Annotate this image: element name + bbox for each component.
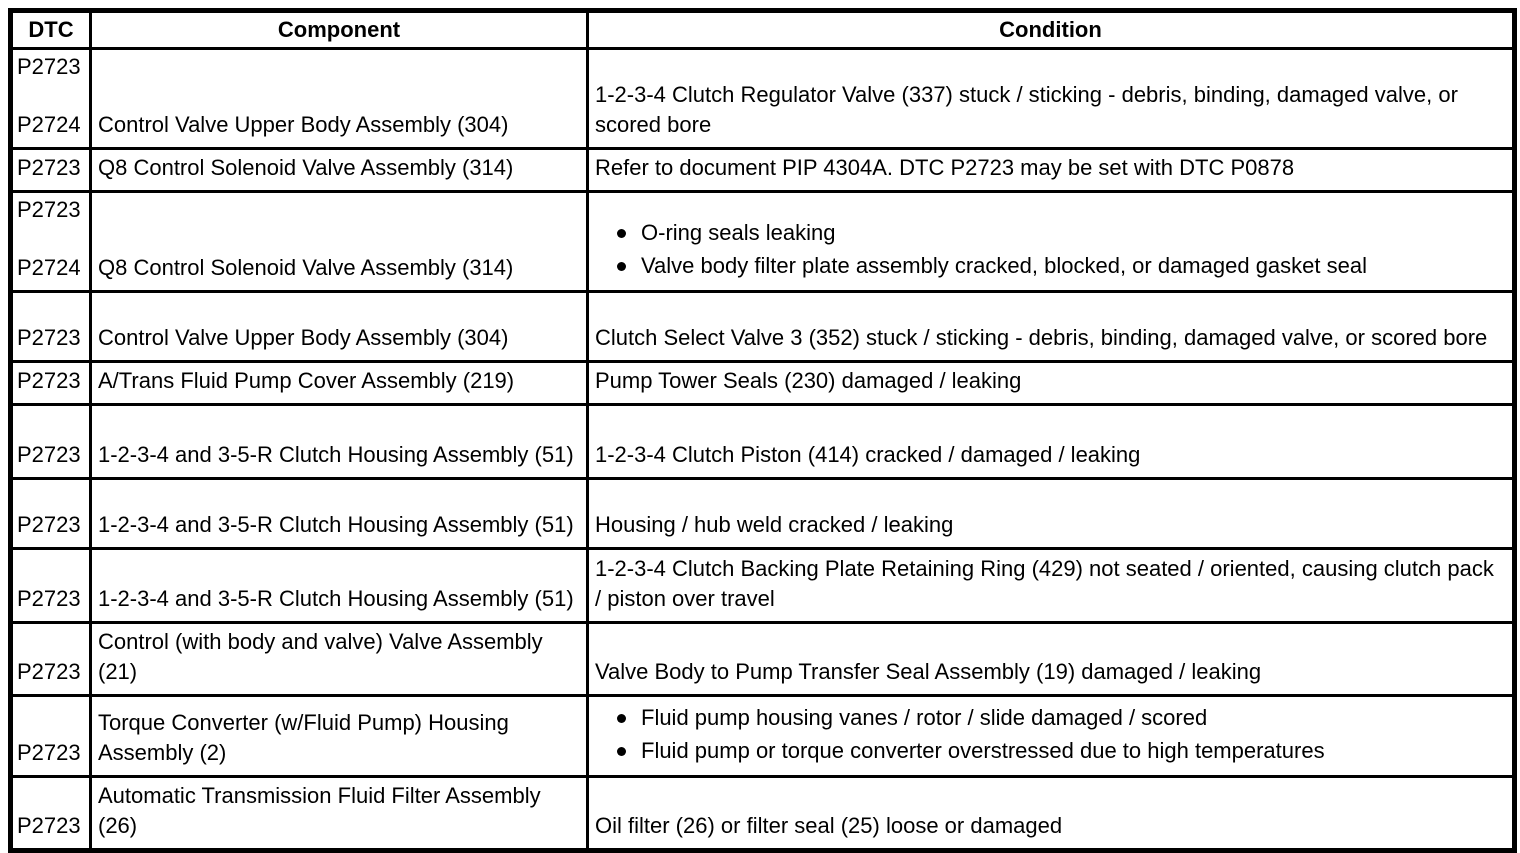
- component-cell: Control Valve Upper Body Assembly (304): [89, 47, 589, 150]
- dtc-code: P2724: [17, 255, 81, 280]
- condition-cell: Pump Tower Seals (230) damaged / leaking: [586, 360, 1516, 406]
- bullet-icon: [617, 713, 626, 723]
- header-condition: Condition: [586, 9, 1516, 50]
- condition-bullet-item: Fluid pump housing vanes / rotor / slide…: [595, 703, 1506, 733]
- condition-bullet-text: O-ring seals leaking: [641, 220, 836, 245]
- condition-cell: 1-2-3-4 Clutch Backing Plate Retaining R…: [586, 547, 1516, 624]
- condition-cell: Refer to document PIP 4304A. DTC P2723 m…: [586, 147, 1516, 193]
- dtc-code: P2723: [17, 197, 81, 222]
- dtc-cell: P2723 P2724: [9, 47, 92, 150]
- component-cell: Control Valve Upper Body Assembly (304): [89, 290, 589, 363]
- condition-cell: Clutch Select Valve 3 (352) stuck / stic…: [586, 290, 1516, 363]
- component-cell: Q8 Control Solenoid Valve Assembly (314): [89, 147, 589, 193]
- header-dtc: DTC: [9, 9, 92, 50]
- condition-bullet-item: O-ring seals leaking: [595, 218, 1506, 248]
- component-cell: A/Trans Fluid Pump Cover Assembly (219): [89, 360, 589, 406]
- component-cell: Control (with body and valve) Valve Asse…: [89, 621, 589, 697]
- condition-cell: Housing / hub weld cracked / leaking: [586, 477, 1516, 550]
- condition-cell: Oil filter (26) or filter seal (25) loos…: [586, 775, 1516, 852]
- bullet-icon: [617, 746, 626, 756]
- dtc-cell: P2723: [9, 775, 92, 852]
- table-row: P2723 Control (with body and valve) Valv…: [9, 621, 1516, 697]
- component-cell: 1-2-3-4 and 3-5-R Clutch Housing Assembl…: [89, 547, 589, 624]
- dtc-cell: P2723: [9, 147, 92, 193]
- table-row: P2723 Torque Converter (w/Fluid Pump) Ho…: [9, 694, 1516, 778]
- dtc-code: P2724: [17, 112, 81, 137]
- condition-cell: 1-2-3-4 Clutch Regulator Valve (337) stu…: [586, 47, 1516, 150]
- table-row: P2723 1-2-3-4 and 3-5-R Clutch Housing A…: [9, 547, 1516, 624]
- bullet-icon: [617, 261, 626, 271]
- condition-bullet-text: Fluid pump or torque converter overstres…: [641, 738, 1325, 763]
- component-cell: 1-2-3-4 and 3-5-R Clutch Housing Assembl…: [89, 403, 589, 480]
- dtc-cell: P2723: [9, 290, 92, 363]
- dtc-code: P2723: [17, 54, 81, 79]
- table-row: P2723 P2724 Q8 Control Solenoid Valve As…: [9, 190, 1516, 293]
- condition-bullet-item: Fluid pump or torque converter overstres…: [595, 736, 1506, 766]
- table-row: P2723 Automatic Transmission Fluid Filte…: [9, 775, 1516, 852]
- dtc-cell: P2723: [9, 694, 92, 778]
- condition-cell: Valve Body to Pump Transfer Seal Assembl…: [586, 621, 1516, 697]
- dtc-cell: P2723: [9, 547, 92, 624]
- table-row: P2723 Control Valve Upper Body Assembly …: [9, 290, 1516, 363]
- dtc-cell: P2723: [9, 477, 92, 550]
- dtc-cell: P2723 P2724: [9, 190, 92, 293]
- table-row: P2723 Q8 Control Solenoid Valve Assembly…: [9, 147, 1516, 193]
- table-row: P2723 A/Trans Fluid Pump Cover Assembly …: [9, 360, 1516, 406]
- condition-cell: 1-2-3-4 Clutch Piston (414) cracked / da…: [586, 403, 1516, 480]
- dtc-cell: P2723: [9, 621, 92, 697]
- component-cell: Automatic Transmission Fluid Filter Asse…: [89, 775, 589, 852]
- condition-bullet-text: Fluid pump housing vanes / rotor / slide…: [641, 705, 1208, 730]
- condition-bullet-text: Valve body filter plate assembly cracked…: [641, 253, 1367, 278]
- condition-bullet-item: Valve body filter plate assembly cracked…: [595, 251, 1506, 281]
- table-row: P2723 P2724 Control Valve Upper Body Ass…: [9, 47, 1516, 150]
- table-row: P2723 1-2-3-4 and 3-5-R Clutch Housing A…: [9, 477, 1516, 550]
- dtc-condition-table: DTC Component Condition P2723 P2724 Cont…: [8, 8, 1517, 853]
- bullet-icon: [617, 228, 626, 238]
- table-header-row: DTC Component Condition: [9, 9, 1516, 50]
- dtc-cell: P2723: [9, 360, 92, 406]
- header-component: Component: [89, 9, 589, 50]
- dtc-cell: P2723: [9, 403, 92, 480]
- condition-cell: Fluid pump housing vanes / rotor / slide…: [586, 694, 1516, 778]
- component-cell: Torque Converter (w/Fluid Pump) Housing …: [89, 694, 589, 778]
- table-row: P2723 1-2-3-4 and 3-5-R Clutch Housing A…: [9, 403, 1516, 480]
- component-cell: Q8 Control Solenoid Valve Assembly (314): [89, 190, 589, 293]
- condition-cell: O-ring seals leaking Valve body filter p…: [586, 190, 1516, 293]
- component-cell: 1-2-3-4 and 3-5-R Clutch Housing Assembl…: [89, 477, 589, 550]
